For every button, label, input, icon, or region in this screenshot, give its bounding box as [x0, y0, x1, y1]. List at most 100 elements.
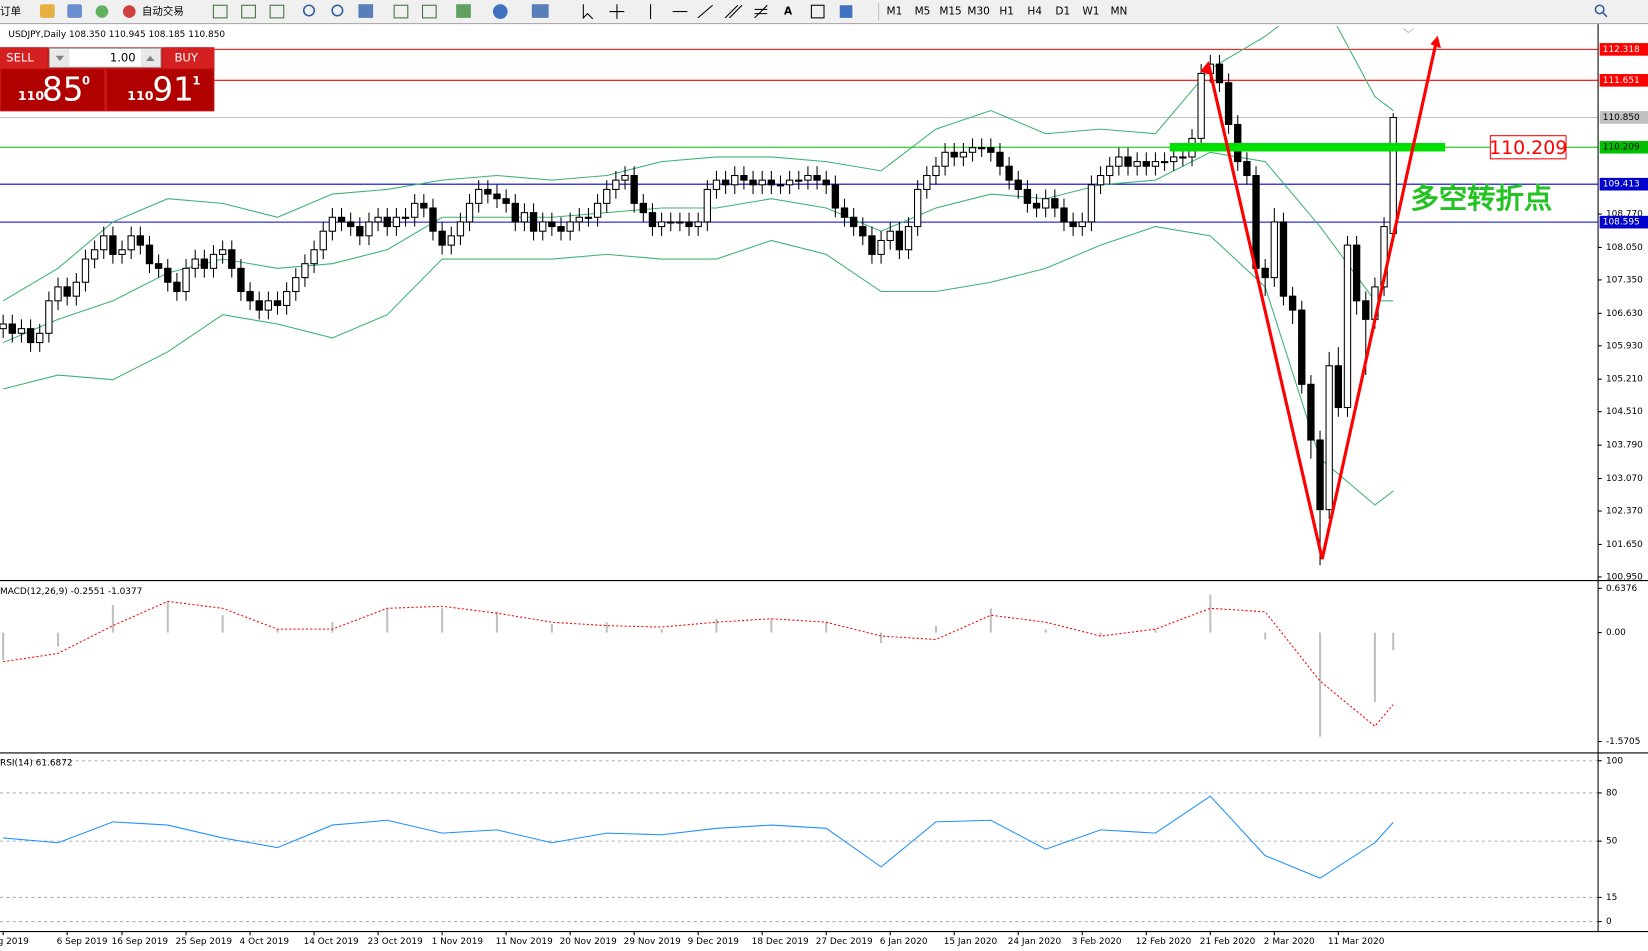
- level-tag: [1599, 140, 1648, 154]
- candle-body: [923, 174, 931, 190]
- candle-body: [328, 216, 337, 232]
- candle-body: [932, 165, 940, 177]
- icon[interactable]: [358, 4, 374, 18]
- icon[interactable]: [67, 4, 82, 18]
- auto-trading-icon[interactable]: [122, 5, 136, 18]
- search-icon[interactable]: [1594, 4, 1605, 15]
- timeframe-button[interactable]: H1: [999, 6, 1014, 18]
- icon[interactable]: [421, 4, 437, 19]
- candle-body: [145, 244, 154, 265]
- v-arrow: [1207, 43, 1438, 560]
- icon[interactable]: [39, 4, 55, 18]
- ask-box[interactable]: [107, 69, 214, 111]
- candle-body: [319, 230, 327, 251]
- y-tick-label: 0.00: [1606, 628, 1626, 638]
- candle-body: [813, 174, 821, 181]
- y-tick-label: 106.630: [1606, 309, 1643, 319]
- icon[interactable]: [95, 5, 109, 18]
- auto-trading-button[interactable]: 自动交易: [142, 5, 184, 18]
- timeframe-button[interactable]: D1: [1055, 6, 1070, 18]
- candle-body: [1279, 221, 1288, 297]
- candle-body: [1179, 156, 1187, 159]
- level-tag: [1599, 111, 1648, 124]
- buy-button[interactable]: [162, 47, 215, 69]
- candle-body: [511, 202, 519, 223]
- label-tool[interactable]: [810, 4, 825, 19]
- candle-body: [566, 221, 574, 232]
- candle-body: [904, 226, 913, 251]
- lot-up-arrow: [146, 55, 155, 61]
- candle-body: [438, 230, 446, 246]
- icon[interactable]: [212, 4, 228, 19]
- candle-body: [273, 300, 282, 306]
- icon[interactable]: [531, 4, 549, 18]
- candle-body: [1352, 244, 1361, 302]
- y-tick-label: -1.5705: [1606, 737, 1640, 747]
- ask-prefix: 110: [127, 88, 154, 103]
- timeframe-button[interactable]: M5: [915, 6, 931, 18]
- candle-body: [950, 151, 958, 158]
- text-tool[interactable]: A: [784, 6, 793, 18]
- bid-box[interactable]: [1, 69, 105, 111]
- timeframe-button[interactable]: W1: [1082, 6, 1099, 18]
- candle-body: [1224, 82, 1233, 125]
- bid-pips: 85: [42, 70, 83, 108]
- candle-body: [822, 179, 830, 186]
- icon[interactable]: [269, 4, 285, 19]
- timeframe-button[interactable]: M15: [939, 6, 961, 18]
- zoom-in[interactable]: [302, 4, 316, 17]
- x-tick-label: 12 Feb 2020: [1136, 937, 1192, 947]
- level-tag-label: 109.413: [1603, 180, 1640, 190]
- arrow-tool[interactable]: [839, 5, 853, 18]
- lot-value[interactable]: 1.00: [110, 50, 136, 64]
- timeframe-button[interactable]: H4: [1027, 6, 1042, 18]
- rsi-line: [3, 795, 1394, 879]
- icon[interactable]: [241, 4, 256, 19]
- candle-body: [17, 328, 26, 334]
- timeframe-button[interactable]: M1: [887, 6, 903, 18]
- candle-body: [977, 147, 986, 150]
- icon[interactable]: [456, 4, 471, 18]
- crosshair-tool[interactable]: [609, 4, 625, 19]
- buy-label[interactable]: BUY: [174, 50, 198, 64]
- candle-body: [1078, 221, 1086, 228]
- y-tick-label: 101.650: [1606, 540, 1643, 550]
- timeframe-button[interactable]: MN: [1110, 6, 1127, 18]
- channel-tool[interactable]: [724, 4, 743, 19]
- level-tag: [1599, 177, 1648, 191]
- new-order-button[interactable]: 订单: [0, 6, 21, 18]
- candle-body: [1069, 221, 1077, 228]
- candle-body: [237, 267, 245, 293]
- candle-body: [1060, 207, 1068, 223]
- candle-body: [63, 286, 71, 297]
- candle-body: [1288, 295, 1297, 311]
- candle-body: [72, 281, 80, 297]
- sell-label[interactable]: SELL: [6, 50, 34, 64]
- icon[interactable]: [492, 4, 508, 19]
- fibo-tool[interactable]: [754, 4, 768, 19]
- turning-point-box: [1489, 135, 1567, 160]
- level-labels: 112.318 111.651 110.850 110.209 109.413 108.5…: [1599, 43, 1648, 229]
- candle-body: [1124, 156, 1132, 167]
- lot-field[interactable]: [48, 47, 162, 68]
- candle-body: [484, 188, 492, 195]
- arrow-head: [1200, 60, 1213, 76]
- candle-body: [685, 221, 693, 228]
- candle-body: [895, 230, 904, 251]
- icon[interactable]: [393, 4, 409, 19]
- candle-body: [795, 179, 803, 182]
- x-tick-label: 11 Nov 2019: [496, 937, 553, 947]
- candle-body: [0, 323, 7, 330]
- candle-body: [36, 332, 44, 344]
- tool-icons: [212, 4, 853, 20]
- candle-body: [292, 277, 300, 293]
- sell-button[interactable]: [0, 47, 48, 69]
- bid-fraction: 0: [82, 73, 90, 87]
- candle-body: [1334, 365, 1343, 409]
- candle-body: [1234, 123, 1242, 163]
- zoom-out[interactable]: [331, 4, 344, 17]
- timeframe-button[interactable]: M30: [967, 6, 989, 18]
- y-tick-label: 103.070: [1606, 474, 1643, 484]
- trendline-tool[interactable]: [697, 4, 713, 19]
- cursor-tool[interactable]: [582, 4, 594, 20]
